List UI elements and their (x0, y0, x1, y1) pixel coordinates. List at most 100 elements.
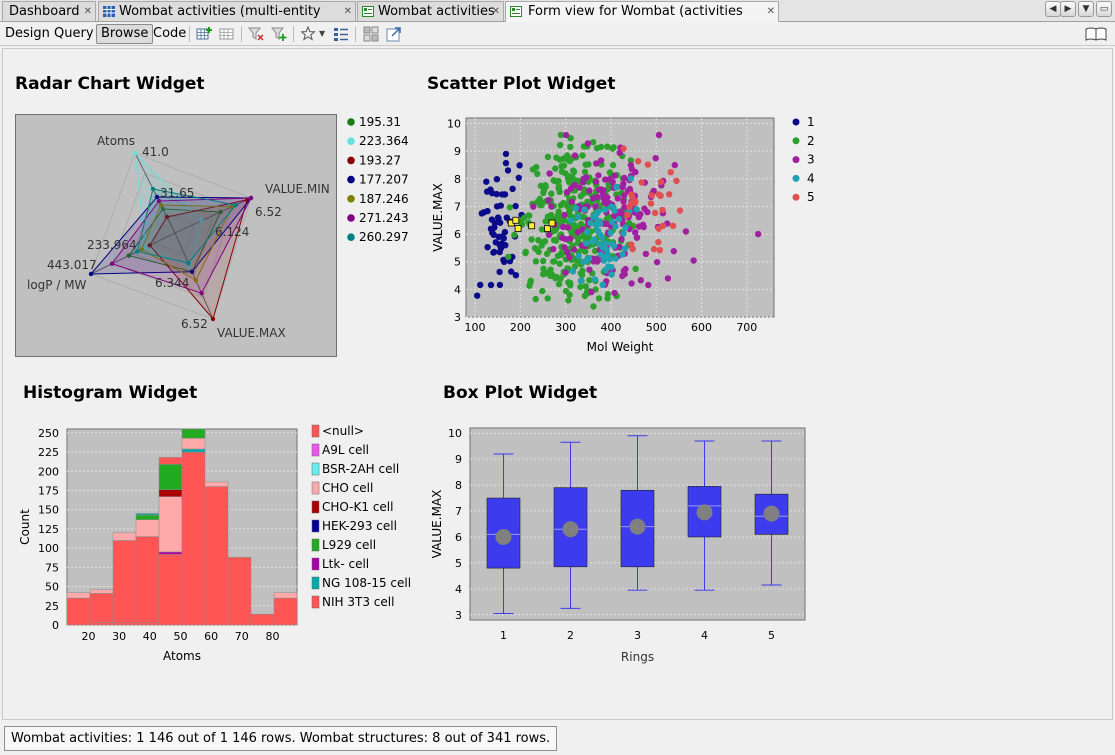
scatter-point (584, 140, 592, 147)
tab-dashboard[interactable]: Dashboard ✕ (2, 1, 96, 21)
scroll-left-button[interactable]: ◀ (1045, 1, 1061, 17)
scatter-point (621, 174, 628, 182)
histogram-bar-segment (89, 593, 114, 623)
radar-series-point (199, 291, 204, 296)
scatter-point (673, 177, 680, 184)
histogram-x-tick: 80 (265, 630, 279, 643)
scatter-point (671, 161, 678, 169)
histogram-bar-segment (181, 448, 206, 453)
scatter-point (570, 224, 577, 231)
scroll-right-button[interactable]: ▶ (1060, 1, 1076, 17)
scatter-point (579, 152, 586, 159)
scatter-x-tick: 500 (646, 321, 667, 334)
scatter-point (540, 257, 547, 265)
boxplot-x-axis-title: Rings (621, 650, 654, 664)
legend-label: 193.27 (359, 153, 401, 167)
design-mode-button[interactable]: Design (5, 26, 50, 41)
legend-label: 223.364 (359, 134, 409, 148)
scatter-point (664, 275, 672, 282)
tab-form-view[interactable]: Form view for Wombat (activities view) ✕ (505, 1, 779, 38)
scatter-point (567, 235, 574, 242)
export-icon[interactable] (386, 26, 402, 42)
scatter-point (496, 281, 504, 289)
scatter-point (616, 243, 623, 250)
scatter-point (496, 248, 503, 256)
radar-series-point (132, 150, 138, 156)
scatter-point (624, 212, 631, 219)
scatter-point (607, 229, 614, 237)
legend-swatch (311, 424, 320, 438)
close-icon[interactable]: ✕ (83, 6, 92, 17)
scatter-point (562, 131, 570, 139)
radar-axis-label: VALUE.MIN (265, 182, 330, 196)
scatter-point (487, 281, 495, 289)
tab-multi-entity-table[interactable]: Wombat activities (multi-entity table) ✕ (98, 1, 356, 38)
legend-label: 187.246 (359, 192, 409, 206)
scatter-point (561, 244, 568, 251)
scatter-point (544, 295, 551, 302)
box-plot-chart[interactable]: 3 4 5 6 7 8 9 10 Rings VALUE.MAX 1 2 3 4 5 (427, 420, 817, 670)
add-row-icon[interactable] (196, 26, 212, 42)
filter-add-icon[interactable] (271, 26, 287, 42)
scatter-point (650, 245, 658, 253)
scatter-point (546, 170, 553, 177)
scatter-point (558, 168, 566, 175)
tab-list-dropdown[interactable]: ▼ (1078, 1, 1094, 17)
radar-series-point (88, 271, 94, 277)
scatter-point (484, 244, 491, 251)
list-view-icon[interactable] (333, 26, 349, 42)
restore-button[interactable]: ▭ (1096, 1, 1112, 17)
star-icon[interactable] (301, 26, 317, 42)
scatter-selected-point (514, 225, 522, 232)
scatter-point (581, 206, 588, 213)
chevron-down-icon[interactable]: ▼ (319, 29, 326, 38)
scatter-point (570, 168, 578, 175)
scatter-point (601, 206, 608, 213)
histogram-bar-segment (181, 428, 206, 439)
scatter-point (627, 161, 635, 169)
radar-chart[interactable]: Atoms VALUE.MIN VALUE.MAX logP / MW 41.0 31.6… (15, 114, 415, 360)
scatter-point (648, 192, 655, 199)
tab-wombat-activities[interactable]: Wombat activities ✕ (357, 1, 504, 21)
close-icon[interactable]: ✕ (766, 6, 775, 17)
boxplot-mean-marker (629, 518, 646, 535)
query-mode-button[interactable]: Query (54, 26, 94, 41)
scatter-point (600, 257, 608, 264)
histogram-bar-segment (112, 622, 137, 626)
scatter-point (666, 191, 673, 198)
scatter-point (566, 291, 573, 298)
tab-dashboard-label: Dashboard (9, 4, 80, 19)
scatter-point (587, 219, 594, 227)
close-icon[interactable]: ✕ (343, 6, 352, 17)
scatter-plot[interactable]: 100 200 300 400 500 600 700 3 4 5 6 7 8 9 10 Mol Weight… (427, 112, 827, 360)
scatter-point (599, 281, 606, 288)
histogram-y-tick: 175 (38, 484, 59, 497)
histogram-bar-segment (135, 514, 160, 520)
histogram-x-tick: 70 (235, 630, 249, 643)
code-mode-button[interactable]: Code (153, 26, 187, 41)
histogram-y-tick: 0 (52, 619, 59, 632)
radar-series-point (218, 209, 223, 215)
scatter-point (591, 276, 599, 283)
scatter-point (620, 230, 627, 237)
close-icon[interactable]: ✕ (491, 6, 500, 17)
filter-clear-icon[interactable] (248, 26, 264, 42)
scatter-point (512, 202, 519, 210)
boxplot-y-tick: 3 (455, 609, 462, 622)
scatter-point (610, 144, 617, 151)
scatter-point (682, 228, 690, 235)
table-grid-icon[interactable] (219, 26, 235, 42)
histogram-chart[interactable]: 0 25 50 75 100 125 150 175 200 225 250 20 30 40 50 60 70… (15, 420, 415, 670)
scatter-point (555, 208, 562, 215)
scatter-point (580, 190, 587, 197)
scatter-point (484, 207, 491, 215)
scatter-point (592, 203, 599, 210)
scatter-point (564, 224, 572, 231)
browse-mode-button[interactable]: Browse (96, 24, 154, 44)
radar-value-label: 6.52 (255, 205, 282, 219)
layout-icon[interactable] (363, 26, 379, 42)
book-icon[interactable] (1085, 26, 1107, 42)
scatter-selected-point (512, 216, 520, 224)
scatter-point (593, 160, 600, 167)
scatter-point (593, 210, 601, 217)
